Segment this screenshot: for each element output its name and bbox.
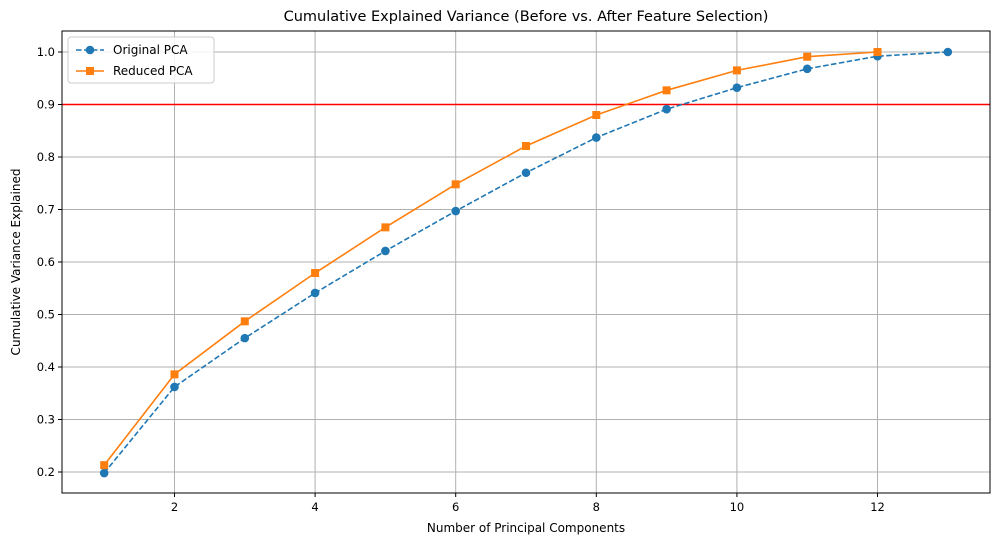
y-tick-label: 0.9 [37, 98, 55, 112]
data-point [522, 141, 530, 150]
y-tick-label: 0.7 [37, 203, 55, 217]
data-point [802, 64, 812, 74]
ticks: 2 4 6 8 10 12 0.2 0.3 0.4 0.5 0.6 0.7 0.8 0.9 1.0 [37, 45, 885, 514]
data-point [943, 47, 953, 57]
x-tick-label: 6 [452, 500, 459, 514]
series-layer [99, 47, 953, 478]
data-point [732, 66, 741, 75]
series-line [103, 51, 878, 466]
data-point [662, 86, 671, 95]
x-tick-label: 12 [870, 500, 885, 514]
data-point [803, 52, 812, 61]
data-point [592, 133, 601, 142]
data-point [662, 104, 671, 114]
x-tick-label: 2 [171, 500, 178, 514]
x-tick-label: 4 [311, 500, 318, 514]
y-tick-label: 0.2 [37, 465, 55, 479]
y-axis-label: Cumulative Variance Explained [9, 169, 23, 356]
y-tick-label: 0.6 [37, 255, 55, 269]
legend: Original PCA Reduced PCA [67, 36, 215, 84]
y-tick-label: 0.3 [37, 413, 55, 427]
legend-marker [85, 45, 95, 55]
x-tick-label: 8 [593, 500, 600, 514]
y-tick-label: 0.5 [37, 308, 55, 322]
x-axis-label: Number of Principal Components [427, 521, 625, 535]
data-point [451, 180, 460, 189]
data-point [170, 370, 179, 379]
data-point [451, 206, 460, 216]
legend-label: Reduced PCA [113, 64, 193, 78]
y-tick-label: 0.8 [37, 150, 55, 164]
data-point [381, 223, 390, 232]
legend-box [67, 36, 215, 84]
data-point [592, 111, 601, 119]
data-point [732, 83, 742, 92]
x-tick-label: 10 [730, 500, 745, 514]
data-point [170, 382, 179, 392]
legend-marker [86, 67, 94, 75]
data-point [99, 468, 109, 478]
data-point [873, 48, 882, 56]
chart-title: Cumulative Explained Variance (Before vs… [284, 9, 769, 25]
data-point [100, 461, 109, 470]
data-point [240, 317, 249, 326]
data-point [240, 333, 250, 343]
series-1 [100, 48, 882, 470]
data-point [521, 168, 531, 178]
y-tick-label: 1.0 [37, 45, 55, 59]
y-tick-label: 0.4 [37, 360, 55, 374]
legend-label: Original PCA [113, 43, 188, 57]
data-point [310, 288, 320, 298]
data-point [311, 269, 320, 278]
data-point [381, 246, 390, 256]
